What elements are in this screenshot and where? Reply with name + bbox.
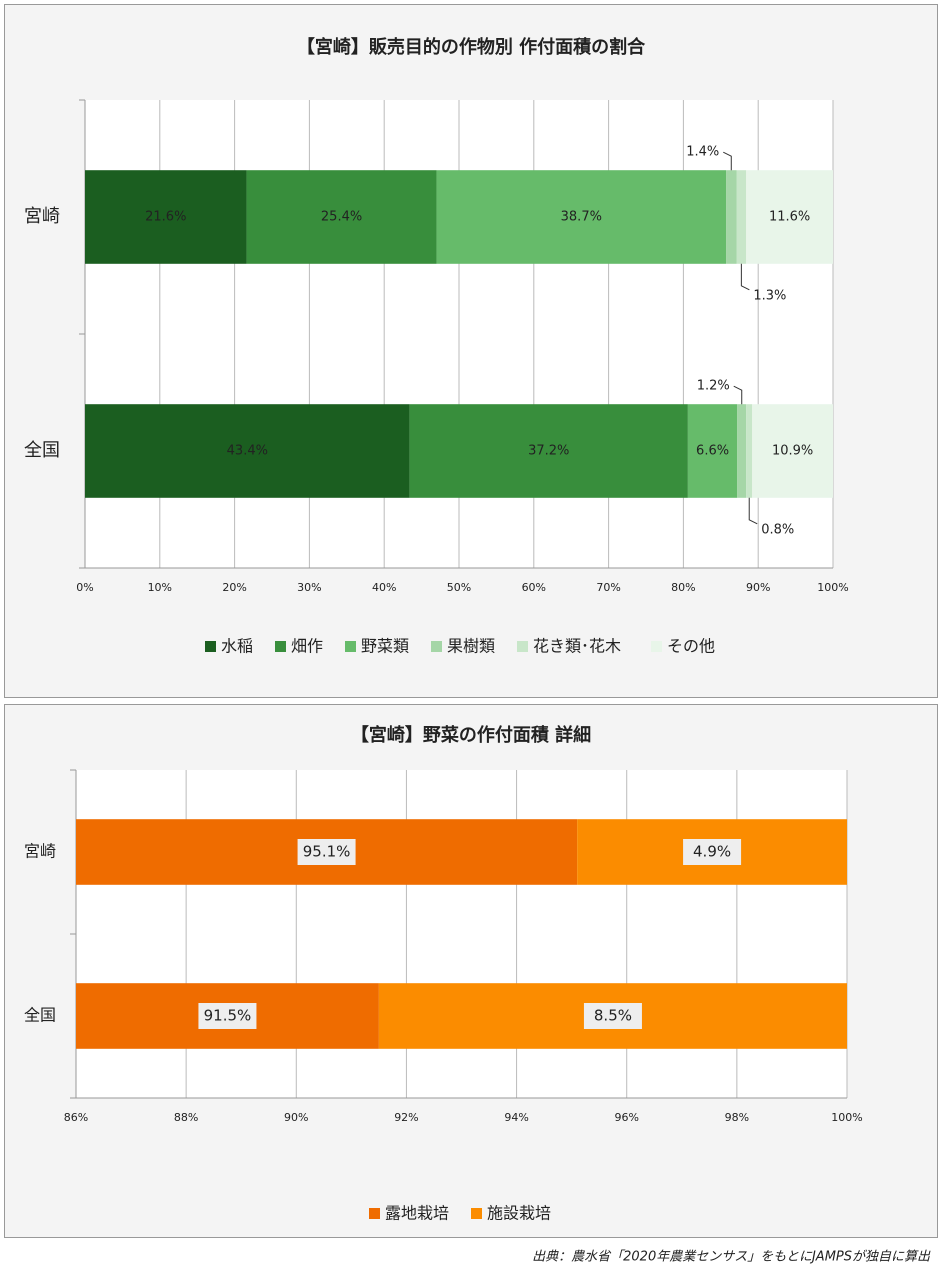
bar-segment [737, 404, 747, 498]
source-note: 出典：農水省「2020年農業センサス」をもとにJAMPSが独自に算出 [532, 1250, 931, 1265]
bar-segment [409, 404, 688, 498]
x-tick-label: 96% [614, 1111, 638, 1124]
x-tick-label: 90% [284, 1111, 308, 1124]
bar-segment [246, 170, 437, 264]
bar-segment [687, 404, 738, 498]
x-tick-label: 0% [76, 581, 93, 594]
y-tick-label: 宮崎 [24, 842, 56, 861]
value-label: 95.1% [303, 843, 351, 861]
y-tick-label: 全国 [24, 1006, 56, 1025]
x-tick-label: 100% [831, 1111, 862, 1124]
legend-label: 水稲 [221, 637, 253, 656]
bar-segment [746, 404, 753, 498]
legend-label: 畑作 [291, 637, 323, 656]
x-tick-label: 94% [504, 1111, 528, 1124]
value-label: 25.4% [321, 210, 362, 225]
legend-label: その他 [667, 637, 715, 656]
x-tick-label: 90% [746, 581, 770, 594]
legend-swatch [369, 1208, 380, 1219]
value-label-box [683, 839, 742, 865]
legend-swatch [651, 641, 662, 652]
value-label: 1.4% [686, 145, 719, 160]
legend-swatch [345, 641, 356, 652]
value-label: 21.6% [145, 210, 186, 225]
value-label: 4.9% [693, 843, 731, 861]
legend-label: 露地栽培 [385, 1204, 449, 1223]
value-label: 37.2% [528, 444, 569, 459]
x-tick-label: 92% [394, 1111, 418, 1124]
x-tick-label: 20% [222, 581, 246, 594]
y-tick-label: 全国 [24, 440, 60, 461]
value-label: 1.3% [753, 288, 786, 303]
legend-swatch [517, 641, 528, 652]
value-label: 43.4% [227, 444, 268, 459]
legend-swatch [275, 641, 286, 652]
x-tick-label: 80% [671, 581, 695, 594]
bar-segment [726, 170, 737, 264]
chart-title: 【宮崎】野菜の作付面積 詳細 [351, 724, 591, 746]
x-tick-label: 60% [522, 581, 546, 594]
value-label: 91.5% [204, 1007, 252, 1025]
y-tick-label: 宮崎 [24, 206, 60, 227]
leader-line [748, 497, 758, 525]
chart-title: 【宮崎】販売目的の作物別 作付面積の割合 [297, 36, 646, 58]
x-tick-label: 50% [447, 581, 471, 594]
legend-label: 花き類･花木 [533, 637, 621, 656]
legend-label: 果樹類 [447, 637, 495, 656]
leader-line [740, 263, 750, 291]
x-tick-label: 10% [148, 581, 172, 594]
value-label-box [583, 1003, 642, 1029]
legend-label: 野菜類 [361, 637, 409, 656]
x-tick-label: 86% [64, 1111, 88, 1124]
value-label: 0.8% [761, 522, 794, 537]
value-label: 38.7% [561, 210, 602, 225]
value-label: 8.5% [594, 1007, 632, 1025]
x-tick-label: 30% [297, 581, 321, 594]
legend-swatch [471, 1208, 482, 1219]
bar-segment [85, 404, 410, 498]
x-tick-label: 70% [596, 581, 620, 594]
bar-segment [752, 404, 833, 498]
legend-swatch [431, 641, 442, 652]
x-tick-label: 40% [372, 581, 396, 594]
bar-segment [85, 170, 247, 264]
value-label-box [297, 839, 356, 865]
bar-segment [436, 170, 727, 264]
value-label: 6.6% [696, 444, 729, 459]
value-label: 11.6% [769, 210, 810, 225]
x-tick-label: 98% [725, 1111, 749, 1124]
value-label: 1.2% [697, 379, 730, 394]
bar-segment [736, 170, 747, 264]
legend-label: 施設栽培 [487, 1204, 551, 1223]
value-label: 10.9% [772, 444, 813, 459]
legend-swatch [205, 641, 216, 652]
x-tick-label: 88% [174, 1111, 198, 1124]
leader-line [733, 385, 743, 405]
value-label-box [198, 1003, 257, 1029]
x-tick-label: 100% [817, 581, 848, 594]
bar-segment [746, 170, 833, 264]
leader-line [723, 151, 732, 171]
